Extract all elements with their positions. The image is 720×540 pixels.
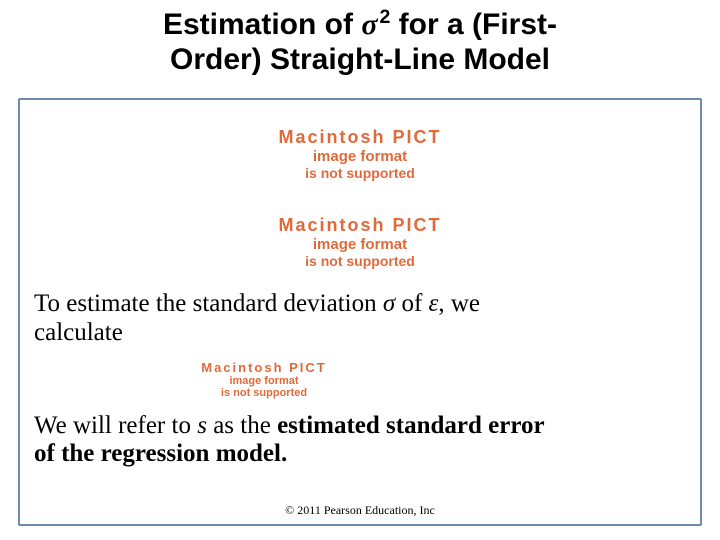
p2-text-2: as the — [207, 412, 277, 439]
p1-line-2: calculate — [34, 319, 123, 346]
pict-placeholder-1: Macintosh PICT image format is not suppo… — [235, 114, 485, 194]
sigma-symbol: σ — [361, 8, 377, 41]
pict-line-2: image format — [313, 236, 407, 253]
pict-line-3: is not supported — [305, 253, 415, 269]
slide-title: Estimation of σ2 for a (First- Order) St… — [0, 0, 720, 77]
p2-strong-1: estimated standard error — [277, 412, 545, 439]
p1-text-1: To estimate the standard deviation — [34, 290, 383, 317]
paragraph-2: We will refer to s as the estimated stan… — [34, 412, 686, 470]
pict-line-1: Macintosh PICT — [201, 360, 327, 375]
pict-placeholder-2: Macintosh PICT image format is not suppo… — [235, 202, 485, 282]
pict-line-2: image format — [313, 148, 407, 165]
title-line-2: Order) Straight-Line Model — [30, 43, 690, 78]
p1-text-2: of — [395, 290, 428, 317]
slide: Estimation of σ2 for a (First- Order) St… — [0, 0, 720, 540]
copyright-text: © 2011 Pearson Education, Inc — [0, 503, 720, 518]
pict-line-2: image format — [229, 375, 298, 387]
p2-line-2: of the regression model. — [34, 440, 287, 467]
p2-text-1: We will refer to — [34, 412, 197, 439]
epsilon-symbol: ε — [429, 290, 439, 317]
pict-line-3: is not supported — [305, 165, 415, 181]
s-variable: s — [197, 412, 207, 439]
title-text-part2: for a (First- — [390, 8, 557, 41]
sigma-superscript: 2 — [379, 6, 390, 28]
pict-line-3: is not supported — [221, 387, 307, 399]
title-line-1: Estimation of σ2 for a (First- — [30, 6, 690, 43]
sigma-symbol: σ — [383, 290, 395, 317]
title-text-part1: Estimation of — [163, 8, 361, 41]
pict-line-1: Macintosh PICT — [278, 127, 441, 148]
content-box: Macintosh PICT image format is not suppo… — [18, 98, 702, 526]
pict-line-1: Macintosh PICT — [278, 215, 441, 236]
pict-placeholder-3: Macintosh PICT image format is not suppo… — [164, 350, 364, 410]
p1-text-3: , we — [438, 290, 480, 317]
copyright-label: © 2011 Pearson Education, Inc — [285, 503, 435, 517]
paragraph-1: To estimate the standard deviation σ of … — [34, 290, 686, 348]
